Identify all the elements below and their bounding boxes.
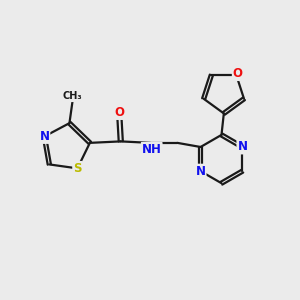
Text: N: N (39, 130, 50, 143)
Text: N: N (237, 140, 248, 154)
Text: O: O (114, 106, 124, 119)
Text: N: N (196, 165, 206, 178)
Text: O: O (233, 67, 243, 80)
Text: NH: NH (142, 143, 162, 156)
Text: CH₃: CH₃ (63, 91, 83, 101)
Text: S: S (73, 162, 82, 175)
